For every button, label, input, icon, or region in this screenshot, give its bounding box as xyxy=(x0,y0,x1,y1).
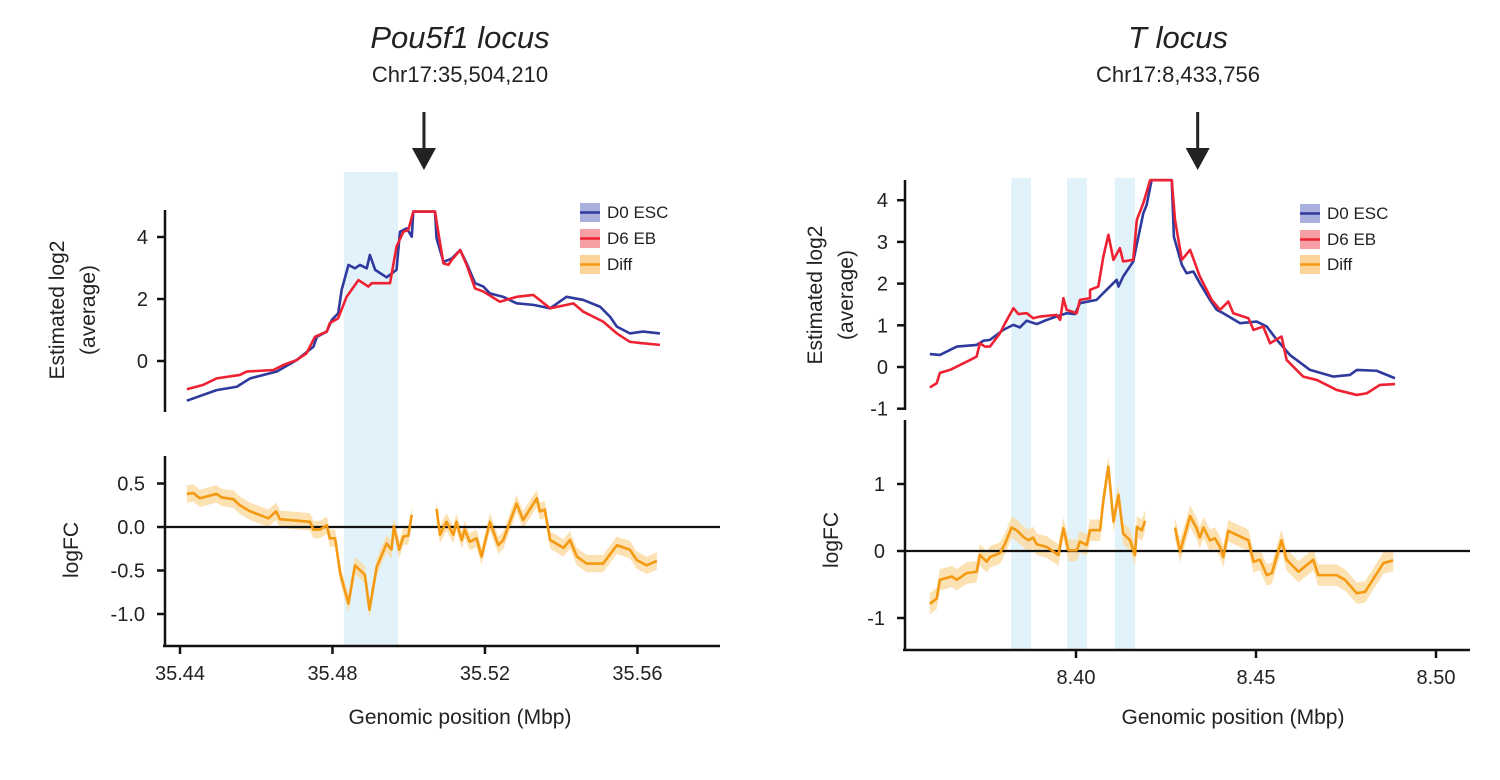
legend: D0 ESC D6 EB Diff xyxy=(1327,204,1388,274)
d6-series-line xyxy=(186,210,661,391)
y-tick-label: 0.5 xyxy=(117,474,145,496)
highlight-region xyxy=(1067,178,1087,650)
y-tick-label: -1 xyxy=(867,608,885,630)
x-tick-label: 8.50 xyxy=(1417,667,1456,689)
top-ylabel-line2: (average) xyxy=(835,250,858,340)
down-arrow-icon xyxy=(411,148,436,170)
plot-area: 4 3 2 1 0 -1 1 0 -1 8.40 8.45 8.50 xyxy=(867,112,1470,689)
diff-confidence-band xyxy=(929,455,1146,615)
panel-title: Pou5f1 locus xyxy=(370,20,549,55)
y-tick-label: 0.0 xyxy=(117,517,145,539)
panel-title: T locus xyxy=(1128,20,1228,55)
d6-series-line xyxy=(929,178,1396,397)
diff-line xyxy=(1173,514,1394,595)
highlight-region xyxy=(343,172,399,646)
plot-area: 4 2 0 0.5 0.0 -0.5 -1.0 35.44 35.48 35.52 35.56 xyxy=(111,112,720,685)
legend-label-d0: D0 ESC xyxy=(1327,204,1388,223)
y-tick-label: 4 xyxy=(137,227,148,249)
x-tick-label: 35.52 xyxy=(460,663,510,685)
y-tick-label: 3 xyxy=(877,232,888,254)
highlight-region xyxy=(1114,178,1136,650)
x-tick-label: 35.56 xyxy=(612,663,662,685)
y-tick-label: 0 xyxy=(137,351,148,373)
xlabel: Genomic position (Mbp) xyxy=(1122,706,1345,729)
top-ylabel-line1: Estimated log2 xyxy=(46,241,69,380)
bottom-ylabel: logFC xyxy=(820,512,843,568)
diff-line xyxy=(186,491,414,611)
diff-line xyxy=(929,465,1147,605)
x-tick-label: 35.44 xyxy=(155,663,205,685)
legend-label-d6: D6 EB xyxy=(607,229,656,248)
xlabel: Genomic position (Mbp) xyxy=(349,706,572,729)
panel-subtitle: Chr17:35,504,210 xyxy=(372,62,548,87)
diff-confidence-band xyxy=(436,489,657,574)
y-tick-label: -1 xyxy=(870,399,888,421)
y-tick-label: -0.5 xyxy=(111,561,145,583)
t-locus-panel: 4 3 2 1 0 -1 1 0 -1 8.40 8.45 8.50 T locus Chr17:8,… xyxy=(804,20,1470,729)
highlight-region xyxy=(1011,178,1031,650)
d0-series-line xyxy=(929,178,1396,380)
diff-line xyxy=(435,496,658,567)
bottom-ylabel: logFC xyxy=(60,522,83,578)
legend-label-diff: Diff xyxy=(1327,255,1352,274)
top-ylabel-line1: Estimated log2 xyxy=(804,226,827,365)
x-tick-label: 8.45 xyxy=(1237,667,1276,689)
legend-label-d6: D6 EB xyxy=(1327,230,1376,249)
legend: D0 ESC D6 EB Diff xyxy=(607,203,668,274)
y-tick-label: 0 xyxy=(874,541,885,563)
legend-label-d0: D0 ESC xyxy=(607,203,668,222)
y-tick-label: 2 xyxy=(137,289,148,311)
y-tick-label: 2 xyxy=(877,274,888,296)
pou5f1-panel: 4 2 0 0.5 0.0 -0.5 -1.0 35.44 35.48 35.52 35.56 Po… xyxy=(46,20,720,729)
y-tick-label: 0 xyxy=(877,357,888,379)
legend-label-diff: Diff xyxy=(607,255,632,274)
y-tick-label: -1.0 xyxy=(111,604,145,626)
y-tick-label: 1 xyxy=(874,474,885,496)
x-tick-label: 35.48 xyxy=(307,663,357,685)
panel-subtitle: Chr17:8,433,756 xyxy=(1096,62,1260,87)
y-tick-label: 4 xyxy=(877,190,888,212)
top-ylabel-line2: (average) xyxy=(77,265,100,355)
down-arrow-icon xyxy=(1185,148,1210,170)
x-tick-label: 8.40 xyxy=(1057,667,1096,689)
diff-confidence-band xyxy=(186,484,412,619)
y-tick-label: 1 xyxy=(877,315,888,337)
